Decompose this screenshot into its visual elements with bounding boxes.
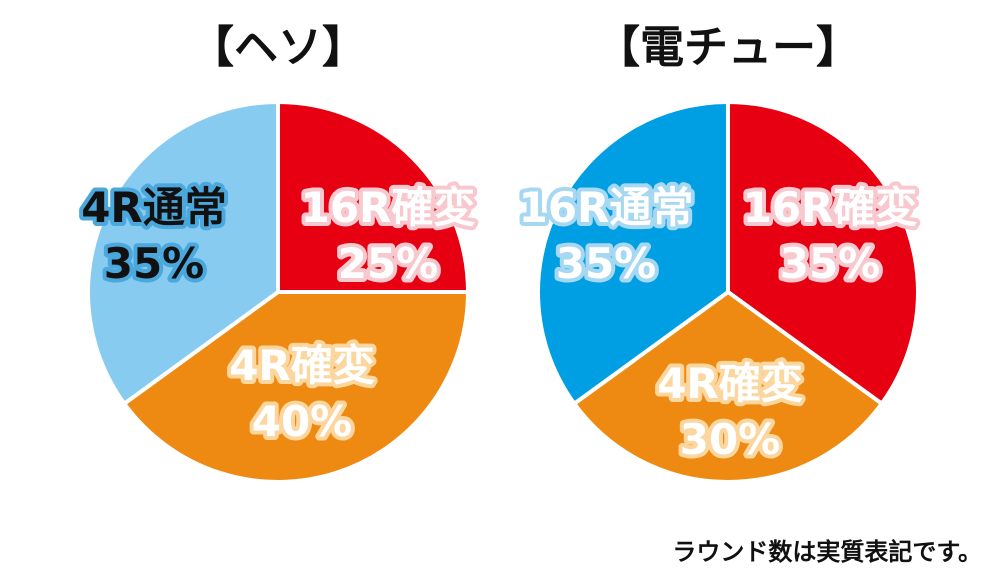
- chart-title-denchu: 【電チュー】: [596, 22, 860, 73]
- slice-value-label: 25%: [338, 239, 439, 288]
- slice-value-label: 30%: [680, 415, 781, 464]
- slice-value-label: 35%: [780, 239, 881, 288]
- slice-value-label: 35%: [104, 239, 205, 288]
- chart-title-heso: 【ヘソ】: [190, 22, 366, 73]
- pie-slice: [536, 100, 730, 406]
- slice-label: 16R確変: [743, 183, 918, 232]
- slice-value-label: 40%: [252, 397, 353, 446]
- pie-slice: [572, 290, 884, 484]
- slice-value-label: 35%: [556, 239, 657, 288]
- pie-slice: [122, 290, 470, 484]
- slice-label: 4R確変: [657, 359, 803, 408]
- pie-slice: [86, 100, 280, 406]
- slice-label: 16R通常: [519, 183, 694, 232]
- pie-chart-1: 16R確変 35% 4R確変 30% 16R通常 35%: [515, 100, 921, 484]
- pie-slice: [726, 100, 920, 406]
- footnote: ラウンド数は実質表記です。: [672, 538, 982, 566]
- slice-label: 4R通常: [81, 183, 227, 232]
- slice-label: 16R確変: [301, 183, 476, 232]
- slice-label: 4R確変: [229, 341, 375, 390]
- pie-slice: [276, 100, 470, 294]
- pie-chart-0: 16R確変 25% 4R確変 40% 4R通常 35%: [77, 100, 479, 484]
